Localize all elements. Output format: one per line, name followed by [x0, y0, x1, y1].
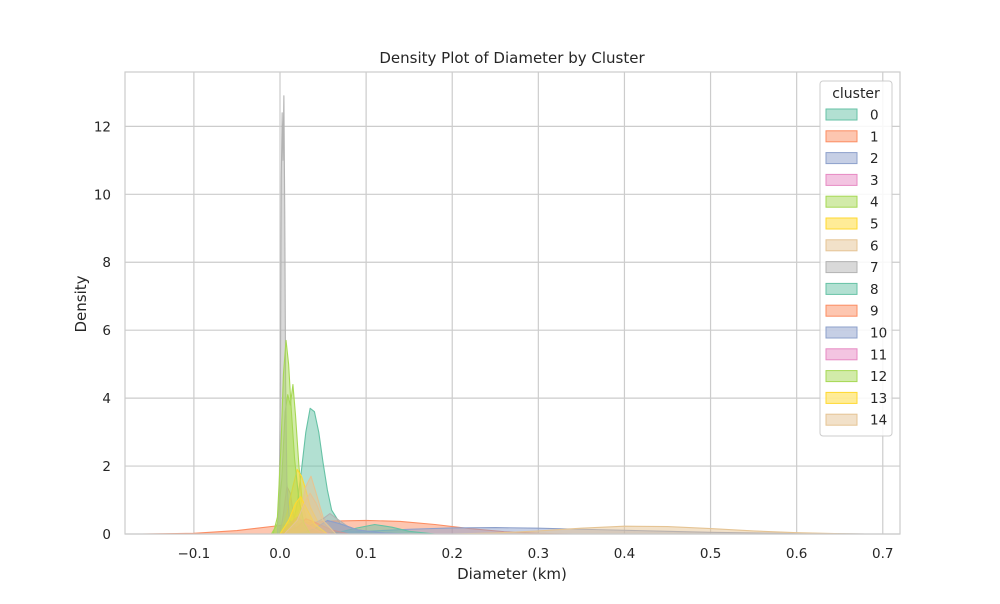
x-tick-label: 0.1	[355, 546, 376, 562]
legend-swatch-cluster-13	[825, 391, 858, 404]
x-tick-label: 0.4	[614, 546, 635, 562]
legend-label-cluster-10: 10	[870, 326, 887, 342]
legend-label-cluster-13: 13	[870, 391, 887, 407]
legend-label-cluster-4: 4	[870, 195, 879, 211]
x-tick-label: 0.0	[269, 546, 290, 562]
grid-lines	[125, 72, 900, 535]
legend-label-cluster-14: 14	[870, 413, 887, 429]
legend-swatch-cluster-4	[825, 195, 858, 208]
legend-label-cluster-6: 6	[870, 238, 879, 254]
y-tick-label: 4	[102, 391, 111, 407]
legend-box	[819, 80, 893, 437]
density-areas	[141, 95, 867, 535]
legend-label-cluster-2: 2	[870, 151, 879, 167]
legend-label-cluster-8: 8	[870, 282, 879, 298]
legend-swatch-cluster-0	[825, 108, 858, 121]
legend-label-cluster-11: 11	[870, 347, 887, 363]
y-tick-label: 6	[102, 323, 111, 339]
density-area-cluster-6	[288, 475, 867, 535]
legend-swatch-cluster-10	[825, 326, 858, 339]
legend-label-cluster-7: 7	[870, 260, 879, 276]
legend-swatch-cluster-14	[825, 413, 858, 426]
legend-title: cluster	[832, 86, 880, 102]
legend-swatch-cluster-5	[825, 217, 858, 230]
legend-swatch-cluster-8	[825, 282, 858, 295]
legend-swatch-cluster-2	[825, 152, 858, 165]
legend-label-cluster-12: 12	[870, 369, 887, 385]
legend-swatch-cluster-6	[825, 239, 858, 252]
x-tick-label: 0.3	[528, 546, 549, 562]
legend-swatch-cluster-7	[825, 261, 858, 274]
y-tick-label: 12	[94, 119, 111, 135]
density-area-cluster-14	[283, 492, 337, 535]
legend-swatch-cluster-3	[825, 173, 858, 186]
chart-title: Density Plot of Diameter by Cluster	[379, 49, 645, 67]
legend-label-cluster-3: 3	[870, 173, 879, 189]
x-tick-label: 0.2	[441, 546, 462, 562]
legend-label-cluster-0: 0	[870, 108, 879, 124]
legend-swatch-cluster-11	[825, 348, 858, 361]
legend-swatch-cluster-9	[825, 304, 858, 317]
legend-label-cluster-1: 1	[870, 129, 879, 145]
legend-label-cluster-9: 9	[870, 304, 879, 320]
legend-label-cluster-5: 5	[870, 217, 879, 233]
y-axis-label: Density	[72, 275, 90, 332]
x-tick-label: 0.5	[700, 546, 721, 562]
y-tick-label: 2	[102, 459, 111, 475]
y-tick-label: 8	[102, 255, 111, 271]
plot-frame	[124, 71, 901, 535]
x-axis-label: Diameter (km)	[457, 565, 567, 583]
x-tick-label: −0.1	[177, 546, 210, 562]
x-tick-label: 0.7	[872, 546, 893, 562]
legend-swatch-cluster-12	[825, 370, 858, 383]
y-tick-label: 0	[102, 527, 111, 543]
legend-swatch-cluster-1	[825, 130, 858, 143]
y-tick-label: 10	[94, 187, 111, 203]
x-tick-label: 0.6	[786, 546, 807, 562]
